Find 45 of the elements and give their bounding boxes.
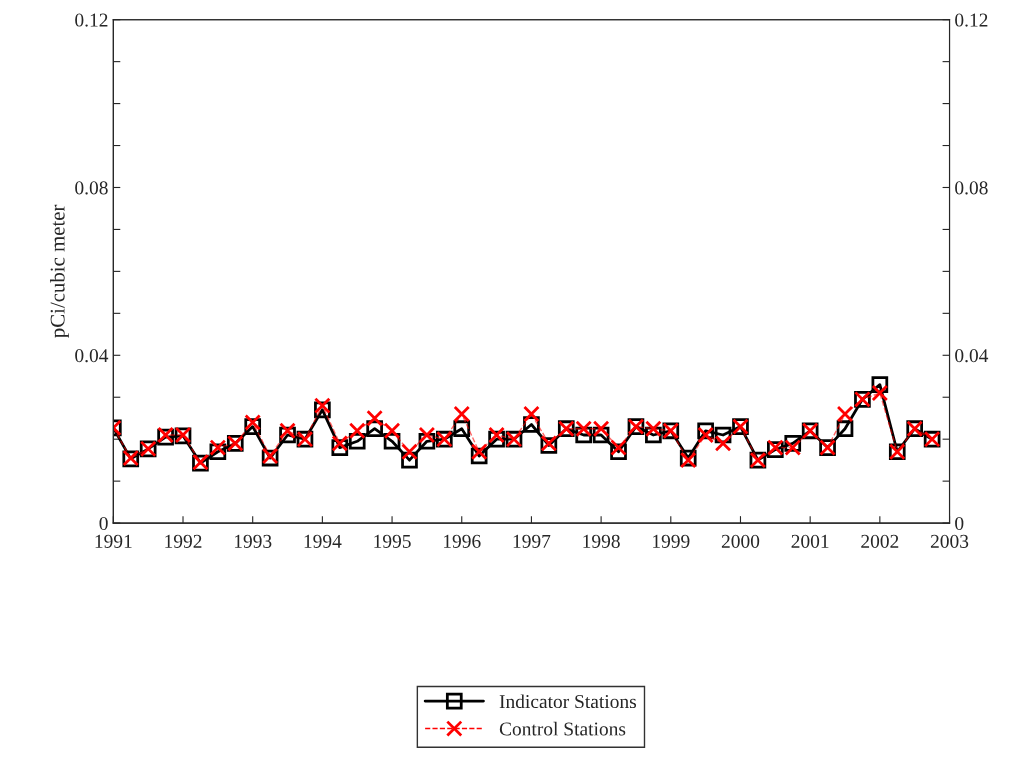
x-tick-label: 2001 [791,534,829,548]
y2-tick-label: 0.12 [955,13,988,27]
x-tick-label: 1993 [234,534,272,548]
y-axis-title: pCi/cubic meter [49,204,69,338]
y-tick-label: 0.08 [75,181,108,195]
point [279,422,296,440]
point [209,439,227,456]
point [714,435,732,452]
y2-tick-label: 0.04 [955,349,989,363]
x-tick-label: 2000 [721,534,760,548]
legend-label: Control Stations [499,721,626,736]
point [314,397,331,414]
y2-tick-label: 0 [955,516,964,531]
point [453,405,471,423]
y-tick-label: 0.04 [75,349,109,363]
y2-tick-label: 0.08 [955,181,988,195]
point [697,426,714,444]
x-tick-label: 1992 [165,534,202,548]
point [610,439,627,456]
point [488,426,505,444]
point [331,435,349,452]
point [383,422,401,440]
point [244,414,262,431]
x-tick-label: 1997 [513,534,551,548]
x-tick-label: 1996 [444,534,481,548]
x-tick-label: 1999 [653,534,690,548]
point [470,443,488,461]
point [401,443,418,461]
x-tick-label: 2002 [861,534,899,548]
x-tick-label: 1995 [374,534,411,548]
x-tick-label: 1991 [95,534,132,548]
point [871,384,889,402]
point [453,420,471,438]
point [348,422,366,440]
y-tick-label: 0 [99,516,108,531]
x-tick-label: 2003 [930,534,969,548]
x-tick-label: 1994 [304,534,342,548]
point [836,420,854,438]
point [418,426,436,444]
x-tick-label: 1998 [583,534,620,548]
legend-label: Indicator Stations [499,694,637,709]
point [523,405,540,423]
point [366,409,383,427]
y-tick-label: 0.12 [75,13,108,27]
point [836,405,854,423]
